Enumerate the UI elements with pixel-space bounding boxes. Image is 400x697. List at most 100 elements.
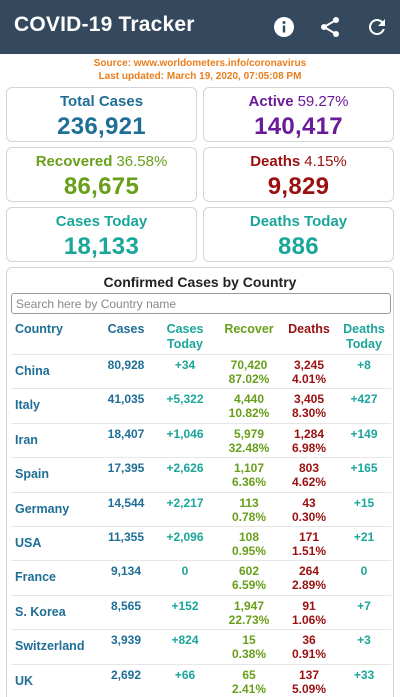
row-deaths-today: +3 [357,633,371,648]
row-recovered-percent: 2.41% [231,681,267,696]
info-icon[interactable] [272,15,296,39]
row-deaths-today: +427 [350,392,378,407]
row-recovered-percent: 6.59% [231,578,267,593]
row-recovered-percent: 0.78% [231,509,267,524]
row-deaths-today: +15 [353,495,375,510]
row-country: China [15,364,50,378]
row-recovered: 4,440 10.82% [215,392,283,420]
row-deaths: 3,245 4.01% [281,358,337,386]
recovered-percent: 36.58% [116,153,168,170]
row-recovered: 113 0.78% [215,496,283,524]
row-deaths-value: 171 [298,530,320,544]
row-deaths-value: 36 [302,633,316,648]
country-search-input[interactable] [11,293,391,314]
table-row[interactable]: Italy 41,035 +5,322 4,440 10.82% 3,405 8.30% +4… [11,388,391,421]
row-recovered: 602 6.59% [215,564,283,592]
active-percent: 59.27% [297,93,349,110]
row-cases-today: +2,626 [166,461,204,476]
row-recovered-percent: 0.38% [231,647,267,662]
row-recovered-value: 602 [238,564,260,579]
row-cases: 3,939 [110,633,142,648]
row-recovered-percent: 10.82% [228,406,270,421]
row-deaths-today: +165 [350,461,378,476]
row-deaths: 36 0.91% [281,633,337,661]
active-label: Active [248,93,294,110]
cases-today-value: 18,133 [63,233,140,260]
row-recovered: 15 0.38% [215,633,283,661]
row-deaths: 43 0.30% [281,496,337,524]
table-row[interactable]: Iran 18,407 +1,046 5,979 32.48% 1,284 6.98% +14… [11,422,391,456]
row-deaths-today: +149 [350,426,378,441]
row-recovered-percent: 32.48% [228,440,270,455]
active-label-row: Active 59.27% [204,93,393,110]
header-deaths[interactable]: Deaths [288,322,330,336]
table-heading: Confirmed Cases by Country [103,274,297,290]
row-deaths-value: 1,284 [293,426,325,441]
row-cases-today: +2,096 [166,530,204,544]
total-cases-value: 236,921 [57,113,146,140]
row-recovered-percent: 87.02% [228,372,270,386]
row-cases-today: +824 [171,633,199,648]
row-recovered: 1,947 22.73% [215,599,283,627]
cases-today-label: Cases Today [55,213,148,230]
deaths-percent: 4.15% [304,153,347,170]
table-row[interactable]: S. Korea 8,565 +152 1,947 22.73% 91 1.06% +7 [11,594,391,628]
row-country: Switzerland [15,639,85,654]
deaths-label-row: Deaths 4.15% [204,153,393,170]
deaths-today-label: Deaths Today [249,213,348,230]
row-cases-today: +66 [174,667,196,682]
row-deaths: 3,405 8.30% [281,392,337,420]
row-deaths-percent: 1.06% [291,612,327,627]
row-cases: 17,395 [107,461,145,476]
app-bar: COVID-19 Tracker [0,0,400,54]
row-country: Iran [15,432,38,447]
row-country: Italy [15,398,41,413]
row-recovered: 70,420 87.02% [215,358,283,386]
cases-today-card: Cases Today 18,133 [6,207,197,262]
header-cases[interactable]: Cases [107,322,145,336]
active-value: 140,417 [254,113,343,140]
row-recovered-value: 70,420 [230,358,268,372]
row-deaths-percent: 1.51% [291,544,327,558]
row-recovered-value: 1,947 [233,598,265,613]
share-icon[interactable] [318,15,342,39]
table-header: Country Cases Cases Today Recover Deaths… [11,318,391,352]
row-country: France [15,570,56,585]
row-cases-today: +152 [171,598,199,613]
row-recovered-percent: 22.73% [228,612,270,627]
row-recovered-value: 108 [238,530,260,544]
row-cases: 11,355 [107,530,145,544]
row-deaths-today: +7 [357,598,371,613]
table-row[interactable]: Germany 14,544 +2,217 113 0.78% 43 0.30% +15 [11,491,391,525]
table-row[interactable]: UK 2,692 +66 65 2.41% 137 5.09% +33 [11,663,391,697]
row-cases: 8,565 [110,598,142,613]
row-cases: 18,407 [107,426,145,441]
header-country[interactable]: Country [15,322,63,336]
table-row[interactable]: Spain 17,395 +2,626 1,107 6.36% 803 4.62% +165 [11,457,391,490]
row-recovered: 65 2.41% [215,668,283,696]
row-recovered-value: 15 [242,633,256,648]
deaths-card: Deaths 4.15% 9,829 [203,147,394,202]
row-deaths: 91 1.06% [281,599,337,627]
refresh-icon[interactable] [365,15,389,39]
row-recovered-value: 5,979 [233,426,265,441]
header-recover[interactable]: Recover [224,322,274,336]
header-cases-today[interactable]: Cases Today [166,322,204,351]
row-recovered-value: 1,107 [233,461,265,476]
source-link[interactable]: Source: www.worldometers.info/coronaviru… [93,58,307,69]
row-deaths-value: 137 [298,667,320,682]
table-row[interactable]: USA 11,355 +2,096 108 0.95% 171 1.51% +21 [11,526,391,559]
deaths-value: 9,829 [267,173,330,200]
table-row[interactable]: China 80,928 +34 70,420 87.02% 3,245 4.01% +8 [11,354,391,387]
deaths-label: Deaths [250,153,301,170]
row-country: Germany [15,501,70,516]
recovered-value: 86,675 [63,173,140,200]
row-deaths-percent: 4.01% [291,372,327,386]
header-deaths-today[interactable]: Deaths Today [343,322,385,351]
row-deaths-today: 0 [360,564,368,579]
row-deaths-today: +33 [353,667,375,682]
total-cases-card: Total Cases 236,921 [6,87,197,142]
table-row[interactable]: Switzerland 3,939 +824 15 0.38% 36 0.91% +3 [11,629,391,662]
row-recovered-value: 113 [239,495,259,510]
table-row[interactable]: France 9,134 0 602 6.59% 264 2.89% 0 [11,560,391,593]
